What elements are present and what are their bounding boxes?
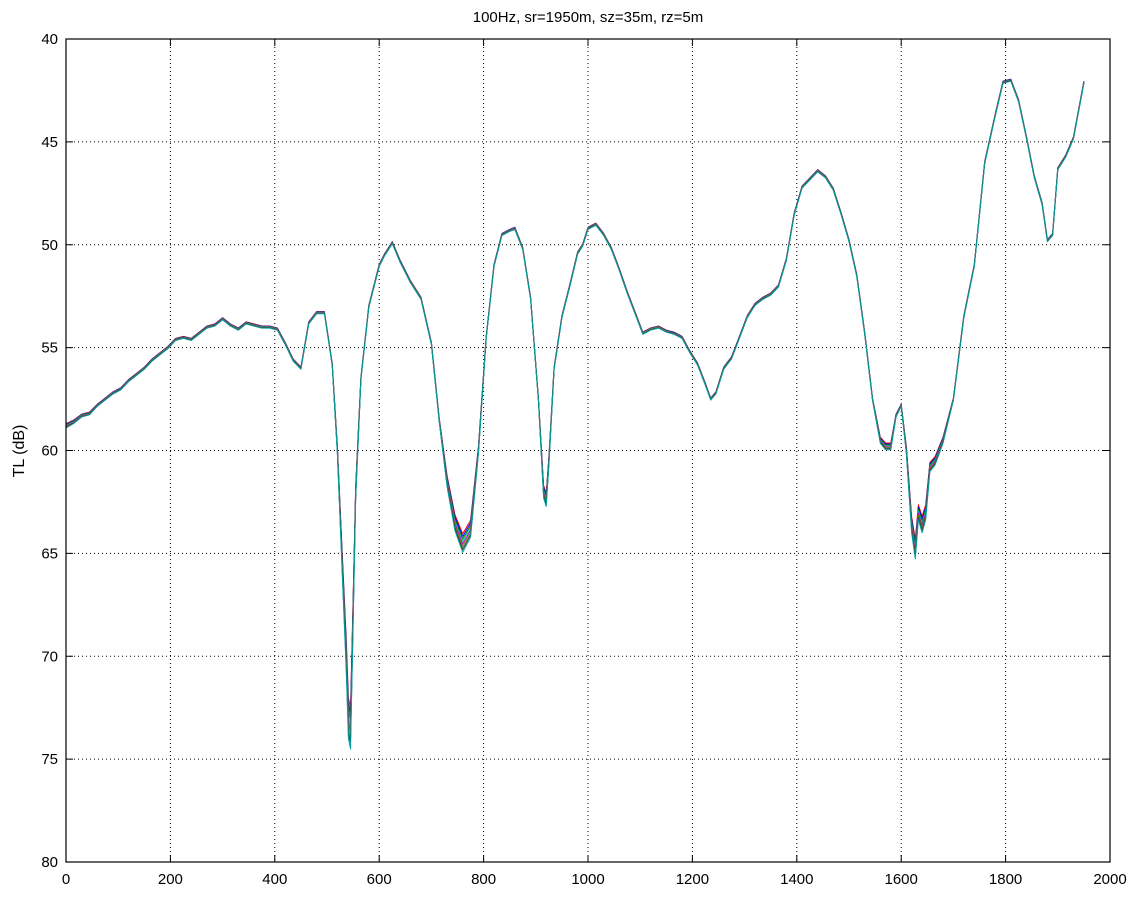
series-group [65, 78, 1085, 750]
tl-series-line-8 [65, 80, 1085, 750]
y-tick-label: 80 [41, 854, 58, 871]
x-tick-label: 1400 [780, 871, 813, 888]
x-tick-label: 1600 [885, 871, 918, 888]
y-tick-label: 60 [41, 443, 58, 460]
y-tick-label: 75 [41, 751, 58, 768]
y-axis-label: TL (dB) [11, 425, 28, 478]
y-tick-label: 65 [41, 545, 58, 562]
x-tick-label: 400 [262, 871, 287, 888]
x-tick-label: 0 [62, 871, 70, 888]
y-tick-label: 45 [41, 134, 58, 151]
x-tick-label: 1000 [571, 871, 604, 888]
y-tick-label: 70 [41, 648, 58, 665]
y-tick-label: 40 [41, 31, 58, 48]
y-tick-label: 55 [41, 340, 58, 357]
y-tick-label: 50 [41, 237, 58, 254]
x-tick-label: 1200 [676, 871, 709, 888]
x-tick-label: 800 [471, 871, 496, 888]
x-tick-label: 1800 [989, 871, 1022, 888]
chart-title: 100Hz, sr=1950m, sz=35m, rz=5m [473, 9, 704, 26]
x-tick-label: 2000 [1093, 871, 1126, 888]
x-tick-label: 600 [367, 871, 392, 888]
x-tick-label: 200 [158, 871, 183, 888]
axis-ticks: 0 200 400 600 800 1000 1200 1400 1600 1800 2000 40 4… [41, 31, 1126, 888]
